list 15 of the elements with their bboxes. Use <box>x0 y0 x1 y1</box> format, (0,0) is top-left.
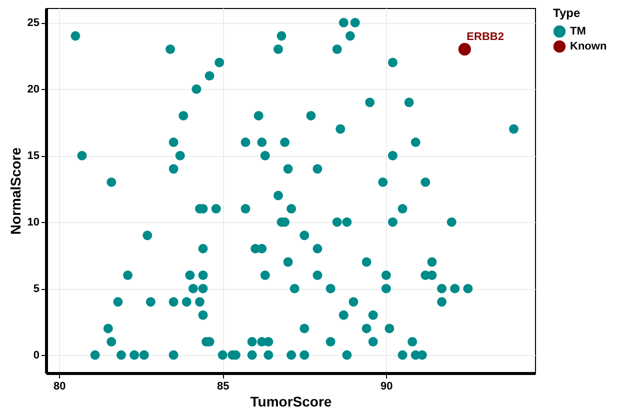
x-tick-label: 80 <box>53 380 66 392</box>
x-axis-title: TumorScore <box>250 394 332 408</box>
annotation: ERBB2 <box>466 31 504 44</box>
x-tick-label: 90 <box>380 380 393 392</box>
y-axis-title: NormalScore <box>7 147 24 235</box>
y-tick-label: 25 <box>27 17 40 30</box>
y-tick-label: 20 <box>27 84 40 96</box>
legend-title: Type <box>553 6 580 20</box>
y-tick-label: 5 <box>33 283 40 296</box>
y-tick-label: 0 <box>33 350 40 362</box>
y-tick-label: 10 <box>27 216 40 229</box>
x-tick-label: 85 <box>217 380 230 392</box>
legend-label: Known <box>570 40 607 52</box>
y-tick-label: 15 <box>27 150 40 162</box>
legend-label: TM <box>570 26 586 38</box>
